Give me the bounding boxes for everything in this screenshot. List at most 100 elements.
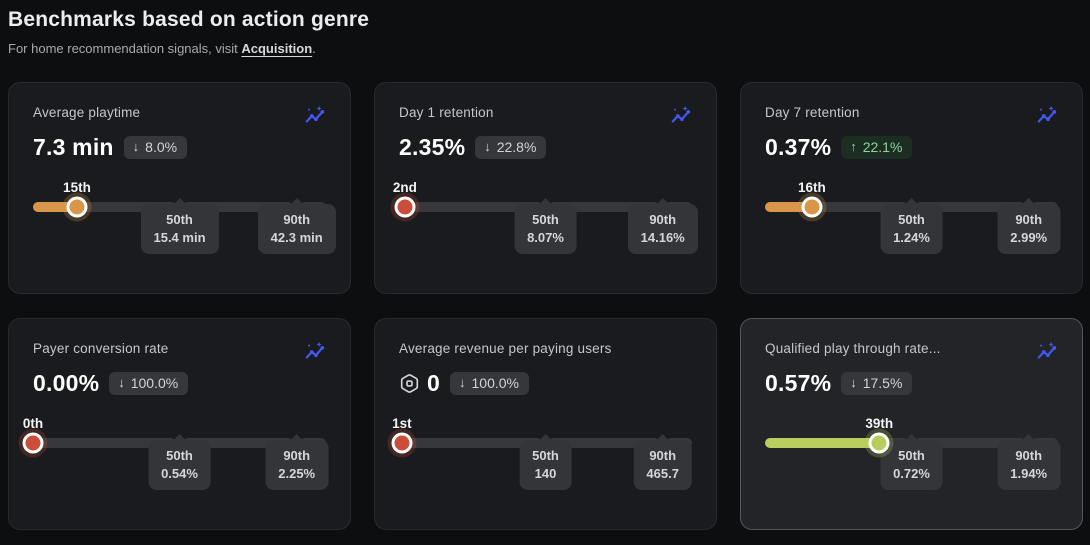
p90-label: 90th [283, 212, 311, 227]
change-percent: 8.0% [145, 138, 178, 155]
arrow-down-icon: ↓ [459, 375, 466, 390]
arrow-down-icon: ↓ [132, 139, 140, 154]
trend-chart-icon[interactable] [1036, 105, 1058, 127]
p90-value: 1.94% [1010, 466, 1048, 482]
p50-value: 15.4 min [153, 230, 206, 246]
p90-value: 42.3 min [270, 230, 323, 246]
subtitle-period: . [312, 41, 316, 56]
trend-chart-icon[interactable] [304, 105, 326, 127]
benchmark-card-grid: Average playtime 7.3 min ↓ 8.0% 15th 50th… [8, 82, 1083, 530]
metric-value: 7.3 min [33, 133, 114, 160]
percentile-slider: 39th 50th 0.72% 90th 1.94% [765, 416, 1061, 491]
p50-value: 0.72% [893, 466, 930, 482]
subtitle-text: For home recommendation signals, visit [8, 41, 242, 56]
slider-fill [765, 438, 880, 448]
p50-value: 140 [534, 466, 557, 482]
change-badge: ↓ 17.5% [841, 371, 913, 395]
page-title: Benchmarks based on action genre [8, 8, 370, 31]
card-average-playtime[interactable]: Average playtime 7.3 min ↓ 8.0% 15th 50th… [8, 82, 351, 294]
p50-label: 50th [532, 212, 559, 227]
p50-label: 50th [898, 448, 925, 463]
card-day1-retention[interactable]: Day 1 retention 2.35% ↓ 22.8% 2nd 50th 8.0… [374, 82, 717, 294]
p50-label: 50th [532, 448, 559, 463]
arrow-down-icon: ↓ [850, 375, 857, 390]
slider-thumb[interactable] [394, 435, 410, 451]
robux-icon [400, 373, 419, 393]
metric-value: 0.57% [765, 369, 832, 396]
change-badge: ↑ 22.1% [841, 135, 913, 159]
card-title: Day 7 retention [765, 105, 860, 120]
p90-tooltip: 90th 42.3 min [257, 204, 336, 255]
card-qualified-play-through-rate[interactable]: Qualified play through rate... 0.57% ↓ 17… [740, 318, 1083, 530]
p50-tooltip: 50th 0.72% [880, 440, 943, 491]
percentile-label: 1st [392, 416, 412, 431]
change-percent: 17.5% [862, 374, 903, 391]
p90-value: 465.7 [646, 466, 679, 482]
acquisition-link[interactable]: Acquisition [241, 41, 313, 56]
slider-thumb[interactable] [25, 435, 41, 451]
metric-value: 2.35% [399, 133, 466, 160]
p90-tooltip: 90th 2.25% [265, 440, 329, 491]
percentile-slider: 0th 50th 0.54% 90th 2.25% [23, 416, 329, 491]
p50-value: 0.54% [161, 466, 198, 482]
p50-value: 8.07% [527, 230, 564, 246]
change-percent: 22.1% [862, 138, 903, 155]
metric-value-text: 0 [427, 369, 440, 396]
p50-label: 50th [166, 212, 193, 227]
p50-value: 1.24% [893, 230, 930, 246]
p50-tooltip: 50th 8.07% [514, 204, 577, 255]
slider-thumb[interactable] [69, 199, 85, 215]
metric-value: 0 [399, 370, 440, 397]
metric-value: 0.00% [33, 369, 100, 396]
percentile-label: 0th [22, 416, 44, 431]
p90-label: 90th [283, 448, 311, 463]
percentile-slider: 2nd 50th 8.07% 90th 14.16% [393, 180, 698, 255]
percentile-slider: 15th 50th 15.4 min 90th 42.3 min [33, 180, 336, 255]
card-title: Day 1 retention [399, 105, 494, 120]
card-title: Average revenue per paying users [399, 341, 612, 356]
metric-value: 0.37% [765, 133, 832, 160]
p90-label: 90th [649, 212, 677, 227]
card-title: Payer conversion rate [33, 341, 169, 356]
p90-label: 90th [649, 448, 677, 463]
card-title: Average playtime [33, 105, 141, 120]
p90-tooltip: 90th 14.16% [627, 204, 698, 255]
change-percent: 100.0% [130, 374, 179, 391]
percentile-label: 15th [63, 180, 91, 195]
change-percent: 22.8% [496, 138, 537, 155]
percentile-label: 39th [865, 416, 894, 431]
p90-label: 90th [1015, 448, 1043, 463]
change-badge: ↓ 100.0% [109, 371, 189, 395]
p90-tooltip: 90th 465.7 [633, 440, 692, 491]
slider-thumb[interactable] [804, 199, 820, 215]
card-payer-conversion-rate[interactable]: Payer conversion rate 0.00% ↓ 100.0% 0th … [8, 318, 351, 530]
p50-tooltip: 50th 1.24% [880, 204, 943, 255]
slider-thumb[interactable] [397, 199, 413, 215]
arrow-down-icon: ↓ [484, 139, 491, 154]
p90-tooltip: 90th 1.94% [997, 440, 1061, 491]
percentile-slider: 16th 50th 1.24% 90th 2.99% [765, 180, 1061, 255]
card-title: Qualified play through rate... [765, 341, 941, 356]
card-day7-retention[interactable]: Day 7 retention 0.37% ↑ 22.1% 16th 50th 1.… [740, 82, 1083, 294]
p90-value: 2.99% [1010, 230, 1048, 246]
slider-fill [33, 202, 77, 212]
change-badge: ↓ 100.0% [450, 371, 529, 395]
slider-fill [765, 202, 812, 212]
slider-thumb[interactable] [871, 435, 887, 451]
percentile-label: 2nd [392, 180, 417, 195]
page-subtitle: For home recommendation signals, visit A… [8, 41, 1082, 56]
percentile-label: 16th [797, 180, 826, 195]
percentile-slider: 1st 50th 140 90th 465.7 [392, 416, 692, 491]
trend-chart-icon[interactable] [670, 105, 692, 127]
trend-chart-icon[interactable] [1036, 341, 1058, 363]
page-header: Benchmarks based on action genre For hom… [0, 0, 1090, 56]
p90-label: 90th [1015, 212, 1043, 227]
trend-chart-icon[interactable] [304, 341, 326, 363]
p50-tooltip: 50th 0.54% [148, 440, 211, 491]
p90-value: 2.25% [278, 466, 316, 482]
p50-label: 50th [166, 448, 193, 463]
p50-tooltip: 50th 140 [519, 440, 572, 491]
card-average-revenue-per-paying-users[interactable]: Average revenue per paying users 0 ↓ 100.… [374, 318, 717, 530]
p90-value: 14.16% [640, 230, 685, 246]
arrow-down-icon: ↓ [118, 375, 125, 390]
